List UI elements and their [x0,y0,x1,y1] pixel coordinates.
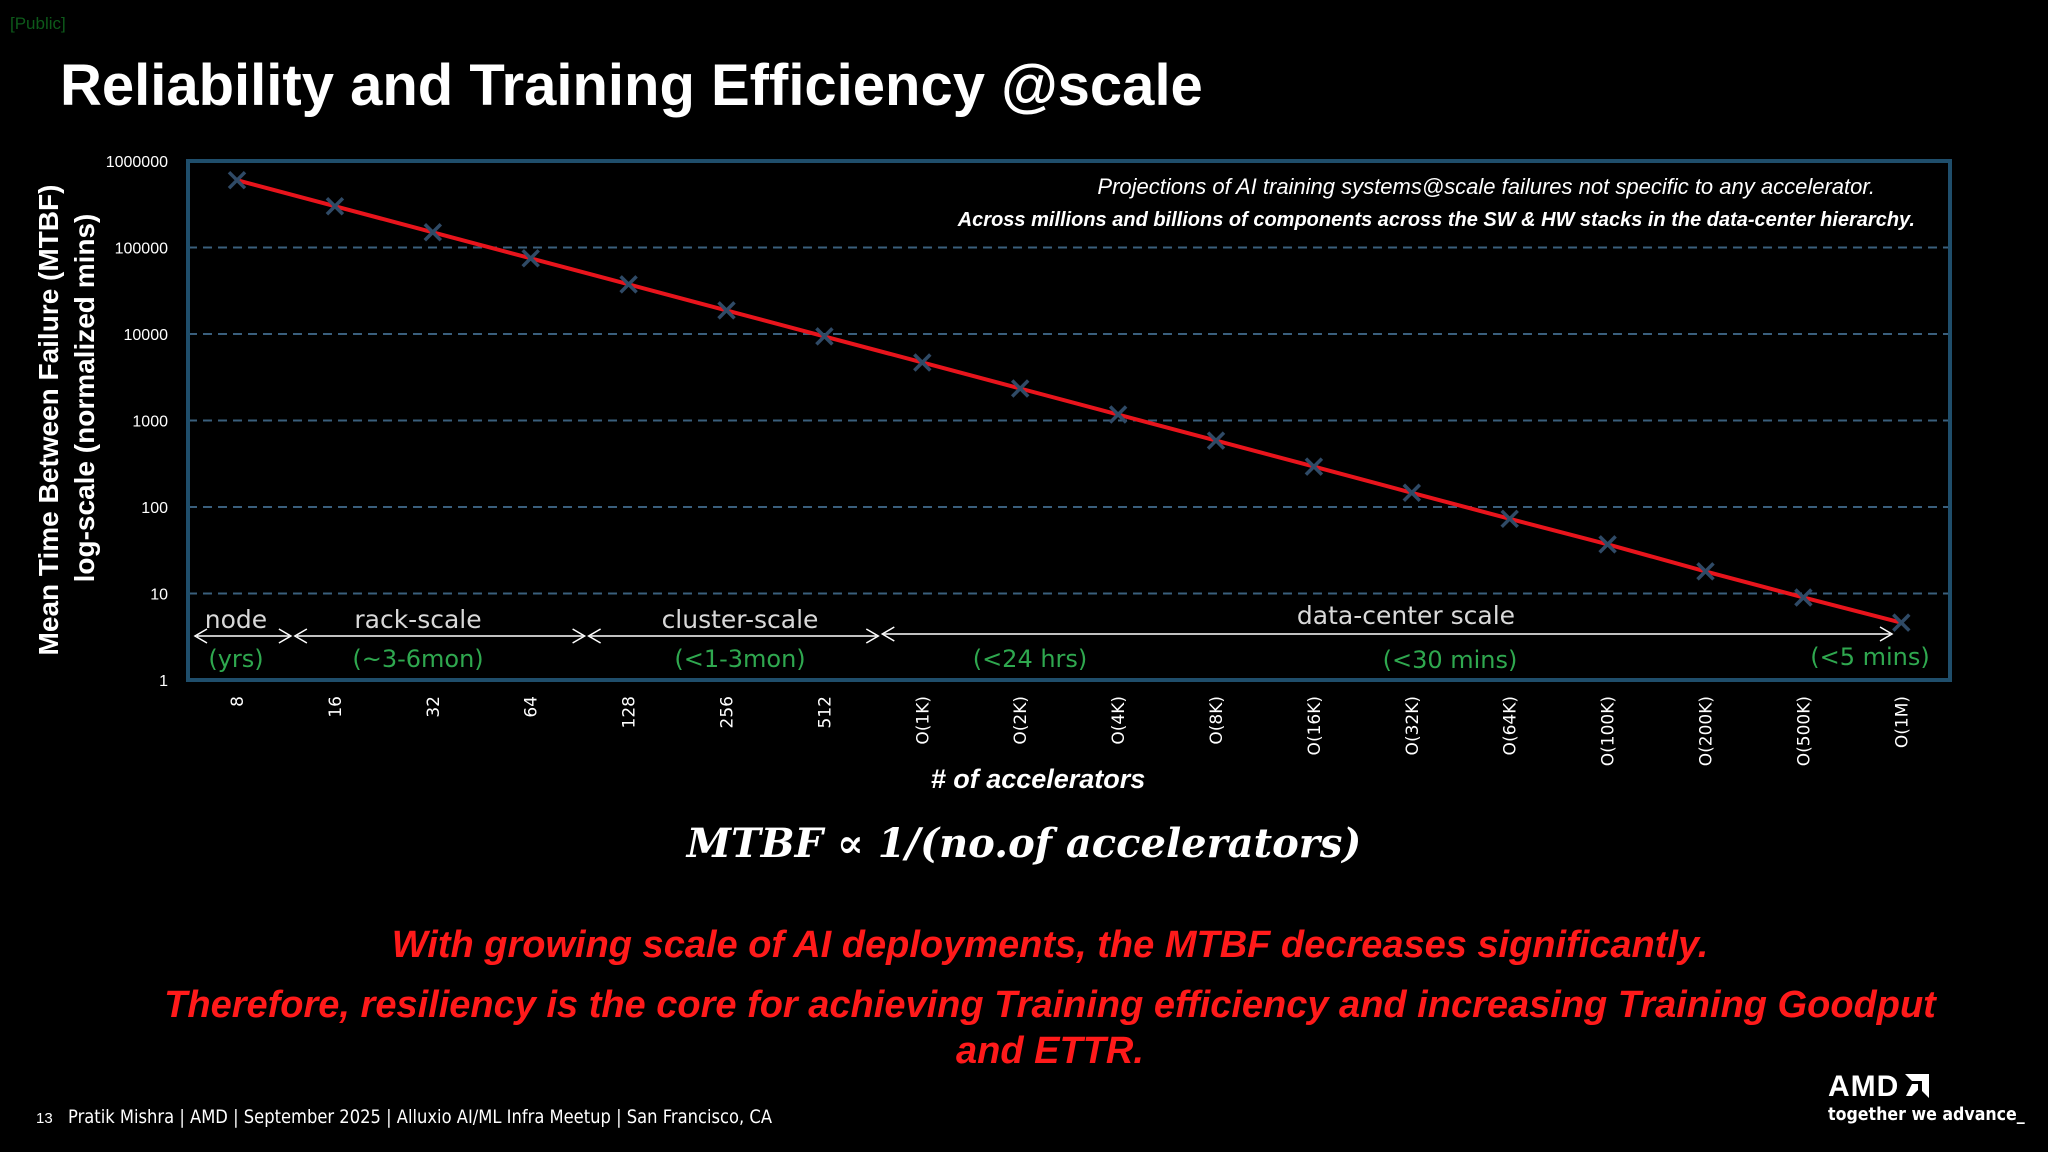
x-tick-label: O(2K) [1011,696,1031,745]
y-axis-label-line-2: log-scale (normalized mins) [69,214,100,583]
data-point-marker [1108,405,1128,424]
data-point-marker [227,170,247,190]
data-point-marker [1010,379,1030,398]
region-label: data-center scale [1297,601,1515,630]
data-point-marker [717,301,736,320]
amd-arrow-icon [1905,1074,1930,1098]
mtbf-series-line [236,178,1902,625]
region-arrow-head-right [278,628,293,644]
formula: MTBF ∝ 1/(no.of accelerators) [686,820,1362,867]
data-point-marker [1304,457,1324,476]
x-tick-label: O(1M) [1892,696,1912,748]
data-point-marker [1696,562,1715,581]
region-duration: (<24 hrs) [973,645,1088,673]
data-point-marker [1892,613,1911,632]
y-axis-label-line-1: Mean Time Between Failure (MTBF) [33,185,64,656]
region-label: node [205,605,267,634]
y-tick-label: 100000 [115,241,168,258]
region-duration: (<1-3mon) [674,645,805,673]
x-tick-label: 256 [718,696,738,728]
data-point-marker [423,223,443,242]
region-arrow-head-right [865,628,880,644]
region-duration: (~3-6mon) [352,645,483,673]
y-tick-label: 1000 [132,414,168,431]
data-point-marker [1402,483,1422,503]
region-arrow-head-left [293,628,308,644]
plot-frame [186,159,1952,682]
region-duration: (yrs) [208,645,263,673]
x-tick-label: O(200K) [1697,696,1717,766]
region-arrow-head-left [880,626,895,642]
tagline: together we advance_ [1828,1104,2025,1125]
region-label: rack-scale [354,605,481,634]
x-tick-label: O(4K) [1109,696,1129,745]
x-tick-label: 128 [620,696,640,728]
y-tick-label: 10 [150,587,168,604]
data-point-marker [815,327,834,346]
data-point-marker [1598,535,1617,554]
classification-tag: [Public] [10,14,66,33]
annotation-line-2: Across millions and billions of componen… [957,209,1915,231]
region-duration: (<5 mins) [1810,643,1930,671]
y-tick-label: 100 [141,500,168,517]
region-label: cluster-scale [662,605,819,634]
amd-logo: AMD together we advance_ [1828,1070,2028,1125]
x-tick-label: 32 [424,696,444,718]
data-point-marker [1794,588,1813,607]
x-tick-label: O(16K) [1305,696,1325,755]
message-line-1: With growing scale of AI deployments, th… [391,924,1709,966]
mtbf-chart: 1 10 100 1000 10000 100000 1000000 8 16 32 64 128 25… [33,154,1952,794]
x-axis-label: # of accelerators [931,764,1146,794]
data-point-marker [325,196,345,216]
message-line-2: Therefore, resiliency is the core for ac… [164,984,1936,1072]
x-tick-label: O(500K) [1794,696,1814,766]
data-point-marker [1206,431,1226,450]
y-tick-label: 10000 [124,327,169,344]
page-number: 13 [36,1110,53,1127]
logo-text: AMD [1828,1070,1900,1103]
data-point-marker [619,275,638,294]
data-point-marker [1500,509,1519,529]
y-tick-label: 1000000 [106,154,168,171]
annotation-line-1: Projections of AI training systems@scale… [1097,174,1875,199]
region-arrow-head-left [587,628,601,644]
x-tick-label: O(1K) [913,696,933,745]
data-point-marker [913,353,932,372]
x-tick-label: O(100K) [1599,696,1619,766]
region-duration: (<30 mins) [1383,646,1518,674]
footer-text: Pratik Mishra | AMD | September 2025 | A… [68,1106,773,1128]
region-arrow-head-right [572,628,587,644]
slide-title: Reliability and Training Efficiency @sca… [60,53,1203,118]
x-tick-label: O(64K) [1501,696,1521,755]
x-tick-label: 64 [522,696,542,718]
x-tick-label: 8 [228,696,248,707]
data-point-marker [521,249,540,268]
x-tick-label: O(32K) [1403,696,1423,755]
region-arrow-head-left [193,628,208,644]
x-tick-label: 512 [815,696,835,728]
x-tick-label: O(8K) [1207,696,1227,745]
y-tick-label: 1 [159,673,168,690]
region-arrow-head-right [1879,626,1894,642]
x-tick-label: 16 [326,696,346,718]
